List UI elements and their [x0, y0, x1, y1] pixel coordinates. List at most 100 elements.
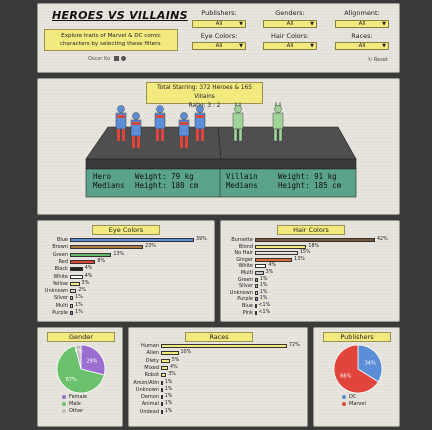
gender-legend: Female Male Other	[62, 394, 87, 415]
races-select[interactable]: All ▼	[335, 42, 389, 50]
bar[interactable]	[70, 252, 112, 257]
description-box: Explore traits of Marvel & DC comic char…	[44, 29, 178, 51]
bar[interactable]	[255, 264, 267, 269]
legend-label: Marvel	[349, 401, 366, 407]
bar-value: 1%	[164, 394, 173, 400]
pie-slice[interactable]	[333, 344, 379, 394]
bar[interactable]	[255, 277, 258, 282]
genders-select[interactable]: All ▼	[263, 20, 317, 28]
pie-label: 67%	[66, 377, 77, 383]
chevron-down-icon: ▼	[310, 21, 314, 27]
villain-label-1: Villain	[226, 172, 258, 181]
legend-swatch	[342, 394, 346, 399]
alignment-value: All	[358, 21, 366, 27]
hero-height: Height: 180 cm	[135, 181, 199, 190]
bar[interactable]	[161, 395, 163, 400]
hero-weight: Weight: 79 kg	[135, 172, 194, 181]
bar[interactable]	[161, 351, 179, 356]
bar[interactable]	[70, 267, 83, 272]
chevron-down-icon: ▼	[239, 21, 243, 27]
alignment-select[interactable]: All ▼	[335, 20, 389, 28]
bar[interactable]	[161, 344, 287, 348]
bar[interactable]	[161, 373, 167, 378]
bar[interactable]	[255, 238, 375, 242]
bar[interactable]	[255, 297, 258, 302]
bar[interactable]	[161, 380, 163, 385]
publishers-pie-chart: 34% 66%	[333, 344, 383, 394]
bar[interactable]	[70, 238, 194, 242]
linkedin-icon[interactable]	[113, 56, 119, 61]
publishers-legend: DC Marvel	[342, 394, 366, 408]
gender-pie-chart: 29% 67% 4%	[56, 344, 106, 394]
medians-table	[85, 168, 357, 198]
bar-label: Amzn/Atln	[133, 379, 159, 386]
bar-label: Green	[52, 251, 68, 258]
bar[interactable]	[70, 289, 77, 294]
bar[interactable]	[70, 281, 80, 286]
legend-swatch	[62, 401, 66, 406]
bar[interactable]	[70, 303, 74, 308]
hero-medians: Hero Weight: 79 kg Medians Height: 180 cm	[93, 172, 198, 190]
bar-label: Red	[58, 258, 69, 265]
bar-label: Brown	[52, 244, 68, 251]
bar-label: Unknown	[44, 288, 68, 295]
bar[interactable]	[255, 244, 307, 249]
bar-label: White	[238, 263, 253, 270]
bar-label: Alien	[146, 350, 159, 357]
stage-panel: Total Starring: 372 Heroes & 165 Villain…	[37, 78, 400, 215]
bar-value: 1%	[164, 386, 173, 392]
bar[interactable]	[70, 259, 96, 264]
publishers-title: Publishers	[323, 332, 391, 342]
eye-colors-select[interactable]: All ▼	[192, 42, 246, 50]
bar-label: No Hair	[234, 250, 253, 257]
github-icon[interactable]	[121, 56, 127, 61]
villain-height: Height: 185 cm	[278, 181, 342, 190]
bar-label: White	[53, 273, 68, 280]
hair-colors-title: Hair Colors	[277, 225, 345, 235]
bar[interactable]	[255, 271, 264, 275]
pie-slice[interactable]	[74, 344, 82, 370]
bar[interactable]	[255, 304, 257, 308]
bar[interactable]	[161, 402, 163, 407]
ratio-text: Ratio: 3 : 2	[188, 103, 221, 109]
bar-value: 2%	[78, 288, 86, 294]
bar[interactable]	[255, 310, 257, 315]
hair-colors-label: Hair Colors:	[271, 32, 309, 40]
bar[interactable]	[255, 251, 298, 256]
bar[interactable]	[70, 274, 83, 279]
bar-value: 8%	[97, 258, 106, 264]
bar[interactable]	[70, 296, 74, 301]
bar-value: 3%	[81, 280, 90, 286]
bar[interactable]	[70, 311, 74, 315]
legend-swatch	[342, 401, 346, 406]
bar-label: Yellow	[52, 280, 68, 287]
bar[interactable]	[70, 245, 144, 250]
total-box: Total Starring: 372 Heroes & 165 Villain…	[146, 82, 263, 109]
bar[interactable]	[161, 387, 163, 392]
bar[interactable]	[255, 284, 258, 289]
villain-weight: Weight: 91 kg	[278, 172, 337, 181]
pie-slice[interactable]	[56, 345, 105, 394]
reset-button[interactable]: ↻ Reset	[368, 57, 388, 63]
bar[interactable]	[161, 358, 170, 363]
legend-label: Female	[69, 394, 88, 400]
races-label: Races:	[351, 32, 373, 40]
bar-value: 39%	[196, 237, 207, 242]
pie-label: 29%	[86, 358, 97, 364]
bar-label: Ginger	[236, 256, 253, 263]
gender-title: Gender	[47, 332, 115, 342]
bar[interactable]	[255, 290, 258, 295]
bar[interactable]	[255, 257, 293, 262]
hair-colors-select[interactable]: All ▼	[263, 42, 317, 50]
villain-figures	[232, 101, 284, 142]
pie-slice[interactable]	[80, 344, 106, 376]
bar[interactable]	[161, 409, 163, 414]
legend-item: Other	[62, 408, 87, 415]
bar-label: Robot	[144, 372, 159, 379]
stage-illustration	[85, 101, 357, 198]
bar-value: 15%	[299, 250, 311, 256]
bar[interactable]	[161, 365, 168, 370]
legend-item: Male	[62, 401, 87, 408]
publishers-select[interactable]: All ▼	[192, 20, 246, 28]
pie-label: 4%	[75, 348, 83, 354]
